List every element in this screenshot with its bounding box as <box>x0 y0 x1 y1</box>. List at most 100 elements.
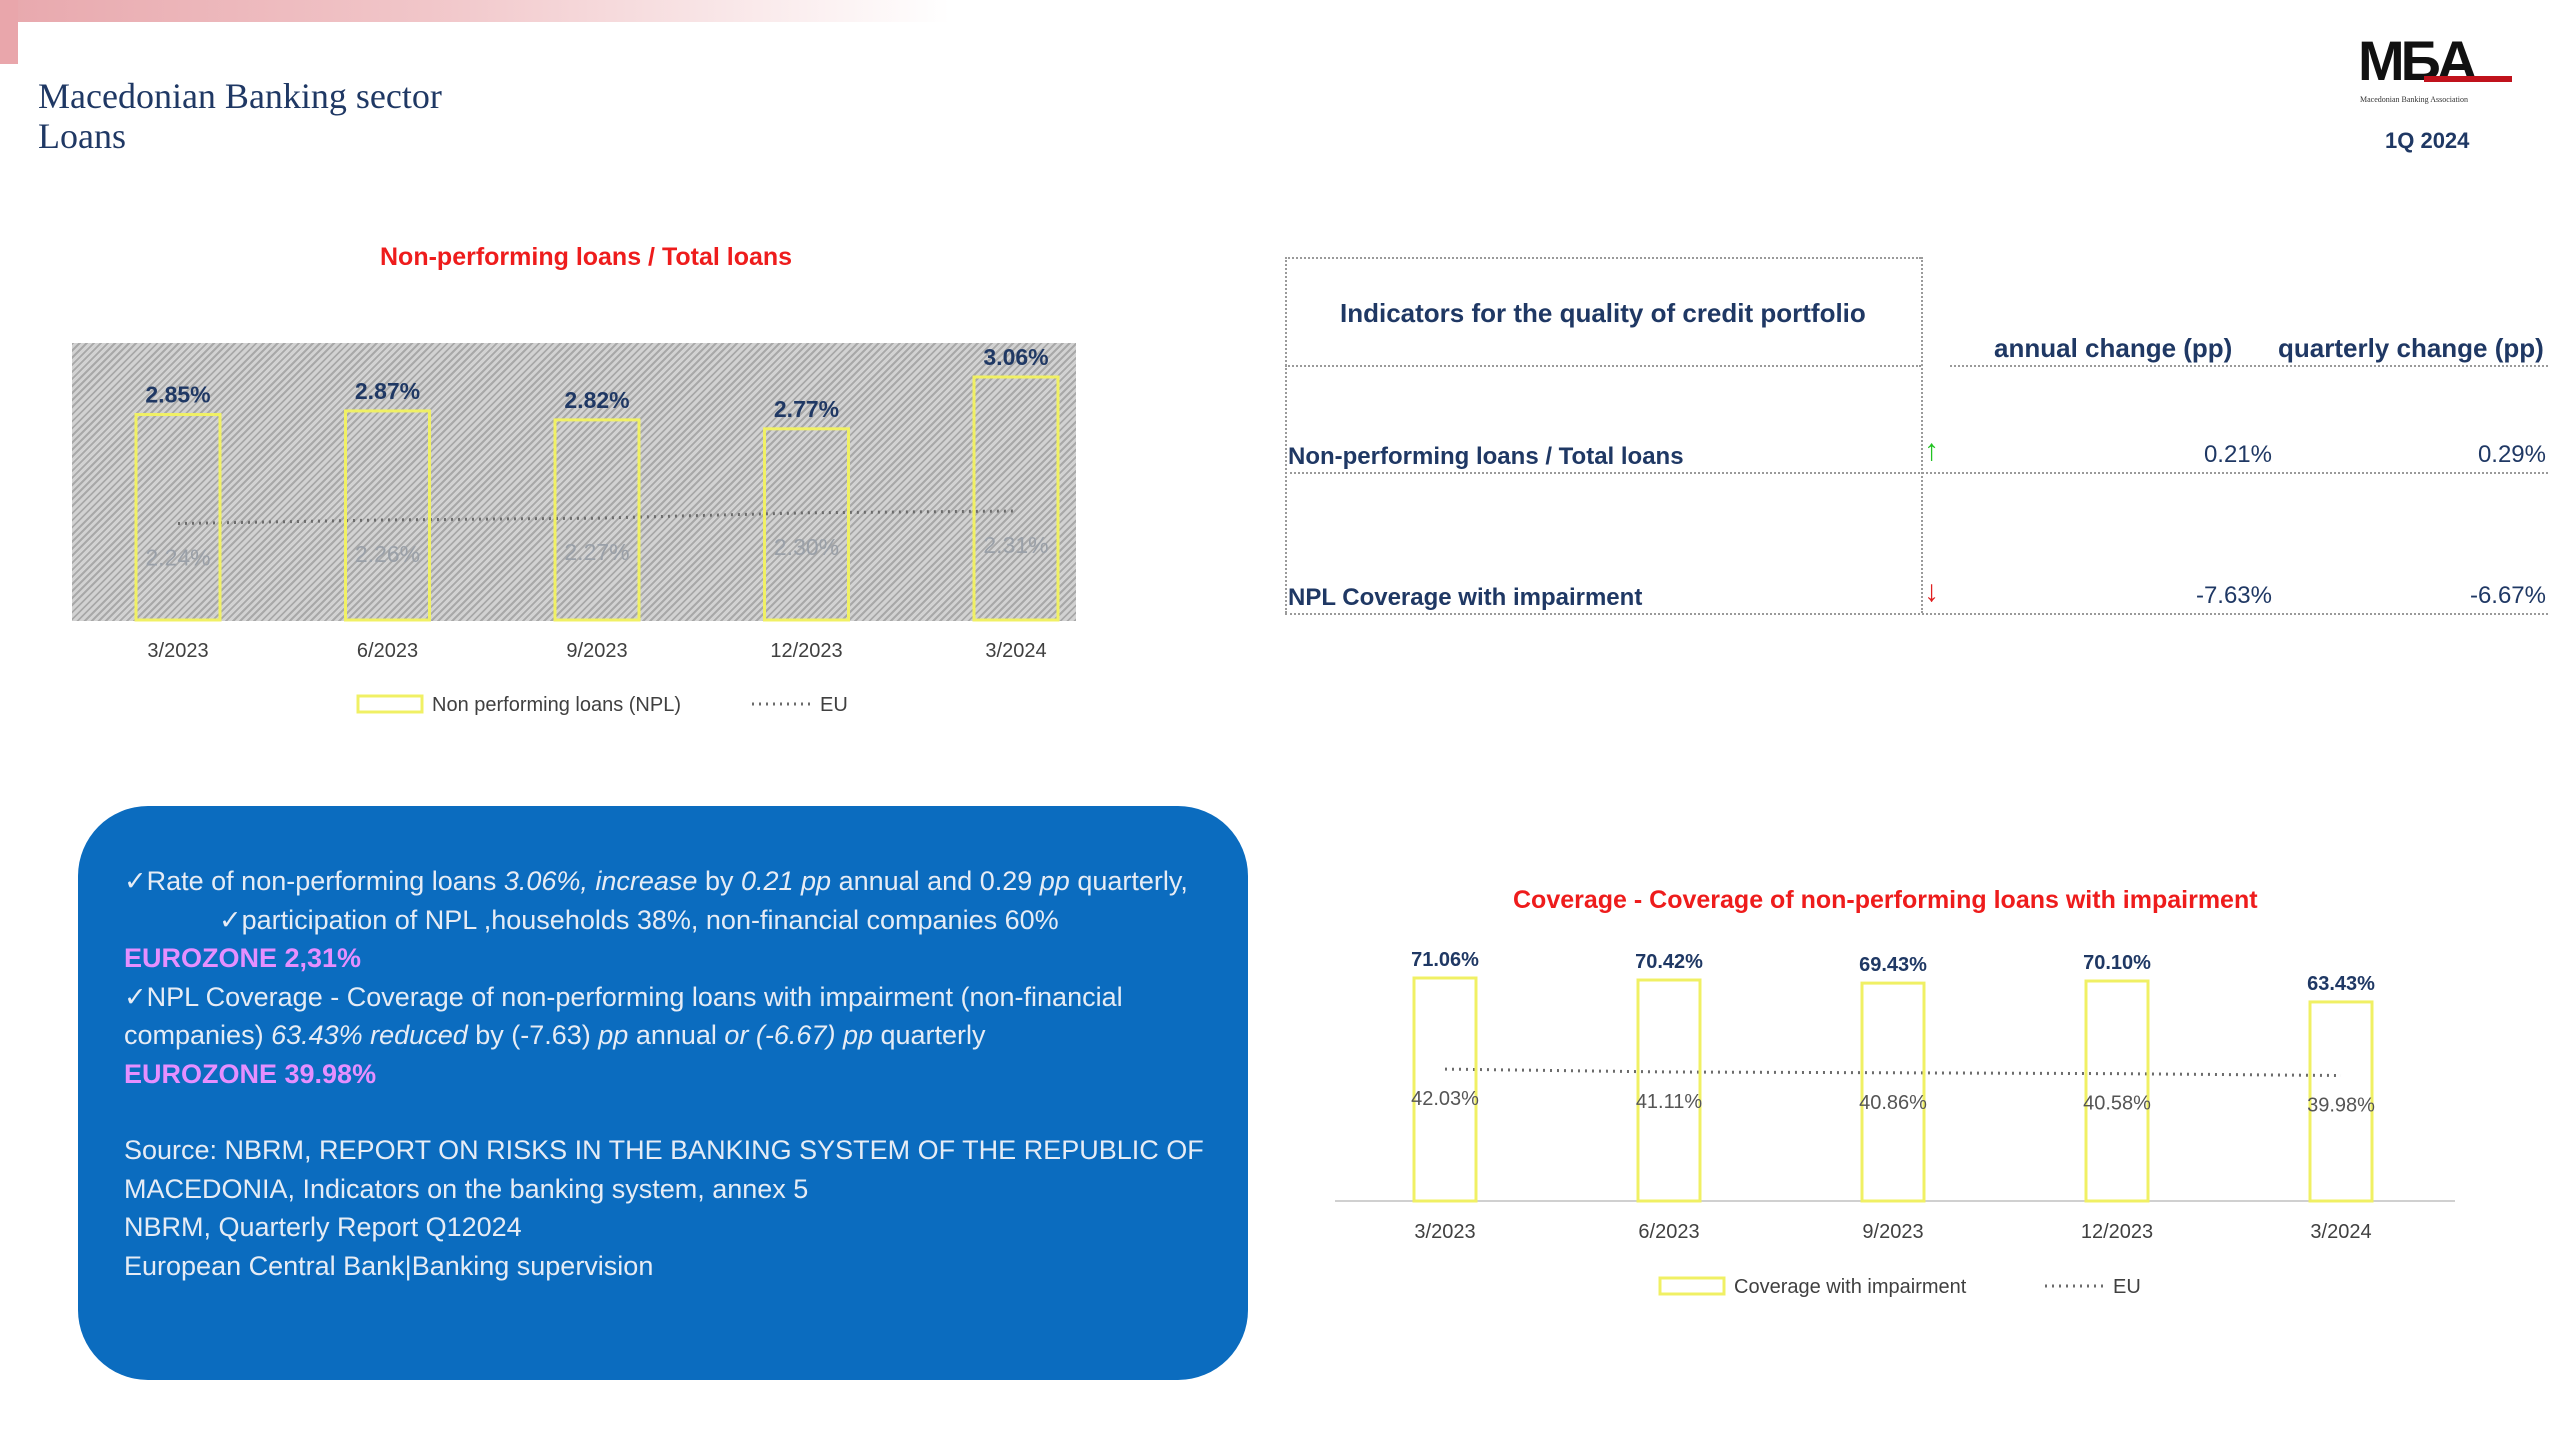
summary-text-part: quarterly, <box>1069 866 1188 896</box>
bar-value-label: 2.87% <box>355 378 420 404</box>
summary-npl-participation: ✓participation of NPL ,households 38%, n… <box>124 901 1204 940</box>
bar-3/2024 <box>972 375 1060 622</box>
eu-value-label: 2.31% <box>983 532 1048 558</box>
report-period: 1Q 2024 <box>2385 128 2470 153</box>
summary-text-part: annual <box>628 1020 725 1050</box>
bar-6/2023 <box>344 409 431 622</box>
bar-value-label: 3.06% <box>983 344 1048 370</box>
table-border-colhead <box>1950 365 2548 367</box>
mba-logo: MБA Macedonian Banking Association <box>2352 29 2522 112</box>
row-coverage-annual: -7.63% <box>2195 582 2272 609</box>
bar-value-label: 2.85% <box>145 382 210 408</box>
summary-text-part: or (-6.67) pp <box>724 1020 873 1050</box>
legend-eu-label: EU <box>820 694 848 716</box>
bar-9/2023 <box>553 418 641 622</box>
table-border-row2 <box>1285 613 2548 615</box>
summary-box <box>78 806 1248 1380</box>
table-border-mid <box>1921 257 1923 613</box>
col-header-annual: annual change (pp) <box>1994 333 2233 363</box>
x-tick-label: 12/2023 <box>770 640 842 662</box>
top-decorative-bar <box>0 0 950 22</box>
x-tick-label: 3/2024 <box>985 640 1046 662</box>
x-tick-label: 3/2023 <box>147 640 208 662</box>
eu-value-label: 2.24% <box>145 545 210 571</box>
eu-value-label: 42.03% <box>1411 1088 1479 1110</box>
summary-text-part: annual and 0.29 <box>831 866 1040 896</box>
summary-eurozone-coverage: EUROZONE 39.98% <box>124 1058 377 1089</box>
table-border-row1 <box>1285 472 2548 474</box>
npl-chart-plot-area <box>72 343 1076 621</box>
bar-3/2024 <box>2308 1000 2374 1203</box>
summary-text-part: by <box>697 866 741 896</box>
legend-bar-swatch <box>356 694 424 714</box>
npl-chart-title: Non-performing loans / Total loans <box>380 243 793 271</box>
arrow-up-icon: ↑ <box>1924 434 1939 467</box>
bar-12/2023 <box>763 427 850 622</box>
bar-12/2023 <box>2084 979 2150 1203</box>
bar-value-label: 70.42% <box>1635 951 1703 973</box>
row-coverage-quarterly: -6.67% <box>2469 582 2546 609</box>
arrow-down-icon: ↓ <box>1924 575 1939 608</box>
row-label-npl: Non-performing loans / Total loans <box>1288 443 1684 470</box>
legend-bar-swatch <box>1658 1276 1726 1296</box>
col-header-quarterly: quarterly change (pp) <box>2278 333 2544 363</box>
x-tick-label: 6/2023 <box>1638 1221 1699 1243</box>
summary-coverage: ✓NPL Coverage - Coverage of non-performi… <box>124 978 1204 1055</box>
logo-subtitle: Macedonian Banking Association <box>2360 95 2468 104</box>
x-tick-label: 12/2023 <box>2081 1221 2153 1243</box>
summary-text-part: pp <box>598 1020 629 1050</box>
logo-red-stripe <box>2424 76 2512 82</box>
summary-text-part: quarterly <box>873 1020 986 1050</box>
bar-6/2023 <box>1636 978 1702 1203</box>
row-label-coverage: NPL Coverage with impairment <box>1288 584 1643 611</box>
x-tick-label: 9/2023 <box>1862 1221 1923 1243</box>
eu-value-label: 2.30% <box>774 534 839 560</box>
summary-text-part: pp <box>1039 866 1070 896</box>
eu-value-label: 39.98% <box>2307 1095 2375 1117</box>
summary-text: ✓Rate of non-performing loans 3.06%, inc… <box>124 862 1204 1285</box>
table-border-left <box>1285 257 1287 613</box>
summary-text-part: participation of NPL ,households 38%, no… <box>241 904 1059 935</box>
x-tick-label: 9/2023 <box>566 640 627 662</box>
coverage-chart-title: Coverage - Coverage of non-performing lo… <box>1513 886 2258 914</box>
bar-value-label: 70.10% <box>2083 952 2151 974</box>
eu-series-line <box>1444 1067 2342 1078</box>
summary-text-part: 3.06%, increase <box>503 866 698 896</box>
check-icon: ✓ <box>219 904 242 935</box>
row-npl-quarterly: 0.29% <box>2477 441 2546 468</box>
bar-3/2023 <box>134 413 222 622</box>
summary-text-part: 63.43% reduced <box>271 1020 468 1050</box>
bar-value-label: 2.77% <box>774 396 839 422</box>
summary-eurozone-npl: EUROZONE 2,31% <box>124 943 362 973</box>
legend-eu-label: EU <box>2113 1276 2141 1298</box>
summary-source-1: Source: NBRM, REPORT ON RISKS IN THE BAN… <box>124 1135 1204 1204</box>
x-tick-label: 3/2024 <box>2310 1221 2371 1243</box>
bar-9/2023 <box>1860 981 1926 1203</box>
bar-value-label: 63.43% <box>2307 973 2375 995</box>
eu-value-label: 2.26% <box>355 541 420 567</box>
summary-text-part: by (-7.63) <box>467 1020 599 1050</box>
eu-value-label: 41.11% <box>1636 1091 1703 1113</box>
page-title: Macedonian Banking sector Loans <box>38 76 442 156</box>
bar-value-label: 71.06% <box>1411 949 1479 971</box>
x-tick-label: 6/2023 <box>357 640 418 662</box>
summary-text-part: NPL Coverage - Coverage of non-performin… <box>124 981 1123 1051</box>
eu-value-label: 40.58% <box>2083 1093 2151 1115</box>
table-heading: Indicators for the quality of credit por… <box>1340 298 1866 328</box>
summary-spacer <box>124 1093 1204 1131</box>
legend-bar-label: Coverage with impairment <box>1734 1276 1967 1298</box>
summary-text-part: 0.21 pp <box>740 866 832 896</box>
page-title-line2: Loans <box>38 116 126 156</box>
table-border-head <box>1285 365 1921 367</box>
bar-value-label: 2.82% <box>564 387 629 413</box>
legend-bar-label: Non performing loans (NPL) <box>432 694 681 716</box>
page-title-line1: Macedonian Banking sector <box>38 76 442 116</box>
check-icon: ✓ <box>124 866 147 896</box>
eu-value-label: 40.86% <box>1859 1092 1927 1114</box>
summary-source-3: European Central Bank|Banking supervisio… <box>124 1250 654 1281</box>
top-left-accent <box>0 0 18 64</box>
summary-source-2: NBRM, Quarterly Report Q12024 <box>124 1212 522 1242</box>
x-tick-label: 3/2023 <box>1414 1221 1475 1243</box>
